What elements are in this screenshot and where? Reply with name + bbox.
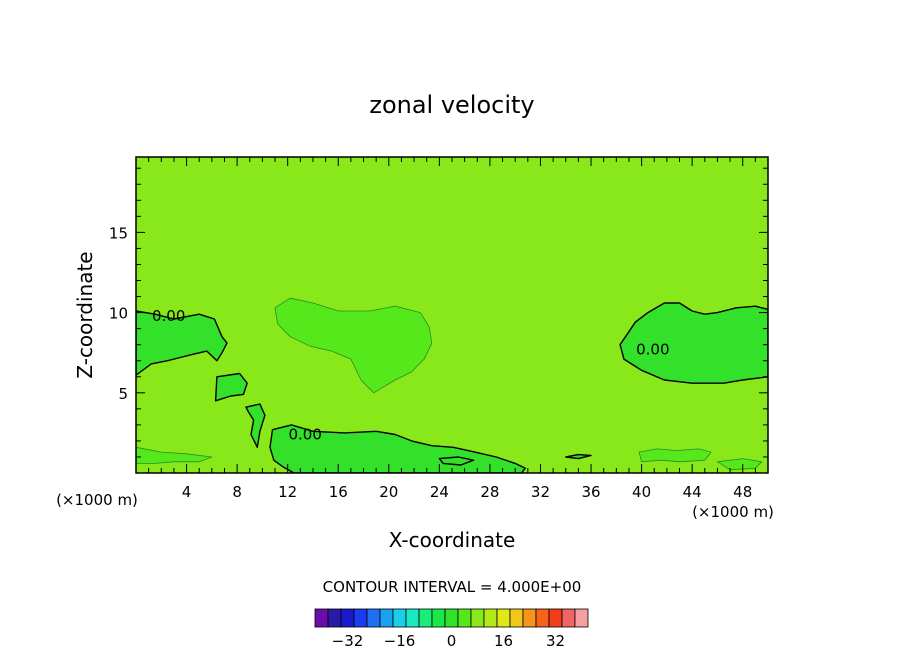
contour-label-3: 0.00 bbox=[289, 426, 322, 444]
contour-label-4: 0.00 bbox=[636, 341, 669, 359]
colorbar-swatch bbox=[483, 608, 498, 628]
x-tick-label: 16 bbox=[329, 483, 348, 501]
colorbar-swatch bbox=[509, 608, 524, 628]
colorbar-tick-label: −16 bbox=[384, 632, 416, 650]
colorbar-swatch bbox=[444, 608, 459, 628]
y-axis-ticks: 5 10 15 bbox=[109, 167, 768, 458]
x-tick-label: 20 bbox=[379, 483, 398, 501]
contour-region-5 bbox=[438, 456, 475, 466]
colorbar-swatch bbox=[418, 608, 433, 628]
x-tick-label: 48 bbox=[733, 483, 752, 501]
colorbar-swatch bbox=[535, 608, 550, 628]
colorbar-swatch bbox=[340, 608, 355, 628]
colorbar-swatch bbox=[522, 608, 537, 628]
contour-label-0: 0.00 bbox=[152, 307, 185, 325]
contour-region-10 bbox=[717, 458, 763, 471]
colorbar-swatch bbox=[457, 608, 472, 628]
contour-region-1 bbox=[214, 372, 248, 402]
colorbar-swatch bbox=[470, 608, 485, 628]
x-tick-label: 8 bbox=[232, 483, 242, 501]
colorbar-swatch bbox=[392, 608, 407, 628]
contour-interval-note: CONTOUR INTERVAL = 4.000E+00 bbox=[323, 578, 582, 596]
colorbar-swatch bbox=[353, 608, 368, 628]
contour-region-7 bbox=[274, 297, 433, 394]
contour-regions bbox=[136, 297, 768, 473]
chart-title: zonal velocity bbox=[369, 91, 534, 119]
colorbar-swatch bbox=[366, 608, 381, 628]
colorbar-swatch bbox=[431, 608, 446, 628]
x-axis-ticks: 4 8 12 16 20 24 28 32 36 40 44 48 bbox=[148, 157, 756, 501]
colorbar-tick-label: 0 bbox=[447, 632, 457, 650]
colorbar-swatch bbox=[574, 608, 589, 628]
x-tick-label: 4 bbox=[182, 483, 192, 501]
contour-region-6 bbox=[565, 453, 592, 460]
colorbar bbox=[314, 608, 589, 628]
x-tick-label: 24 bbox=[430, 483, 449, 501]
y-tick-label: 5 bbox=[118, 385, 128, 403]
colorbar-tick-label: 16 bbox=[494, 632, 513, 650]
colorbar-swatch bbox=[379, 608, 394, 628]
x-axis-label: X-coordinate bbox=[389, 528, 516, 552]
contour-region-4 bbox=[619, 302, 768, 384]
y-tick-label: 10 bbox=[109, 305, 128, 323]
x-tick-label: 32 bbox=[531, 483, 550, 501]
x-tick-label: 36 bbox=[581, 483, 600, 501]
y-tick-label: 15 bbox=[109, 224, 128, 242]
x-unit-left: (×1000 m) bbox=[56, 491, 138, 509]
y-axis-label: Z-coordinate bbox=[73, 251, 97, 378]
x-tick-label: 28 bbox=[480, 483, 499, 501]
x-unit-right: (×1000 m) bbox=[692, 503, 774, 521]
x-tick-label: 40 bbox=[632, 483, 651, 501]
colorbar-labels: −32 −16 0 16 32 bbox=[332, 632, 565, 650]
contour-labels: 0.00 0.00 0.00 bbox=[152, 307, 670, 444]
colorbar-tick-label: 32 bbox=[546, 632, 565, 650]
colorbar-swatch bbox=[314, 608, 329, 628]
colorbar-swatch bbox=[327, 608, 342, 628]
contour-region-9 bbox=[638, 448, 712, 463]
contour-region-8 bbox=[136, 446, 213, 464]
x-tick-label: 12 bbox=[278, 483, 297, 501]
colorbar-swatch bbox=[496, 608, 511, 628]
contour-region-2 bbox=[245, 403, 266, 448]
contour-region-0 bbox=[136, 310, 228, 376]
x-tick-label: 44 bbox=[683, 483, 702, 501]
colorbar-swatch bbox=[561, 608, 576, 628]
colorbar-swatch bbox=[548, 608, 563, 628]
colorbar-swatch bbox=[405, 608, 420, 628]
colorbar-tick-label: −32 bbox=[332, 632, 364, 650]
